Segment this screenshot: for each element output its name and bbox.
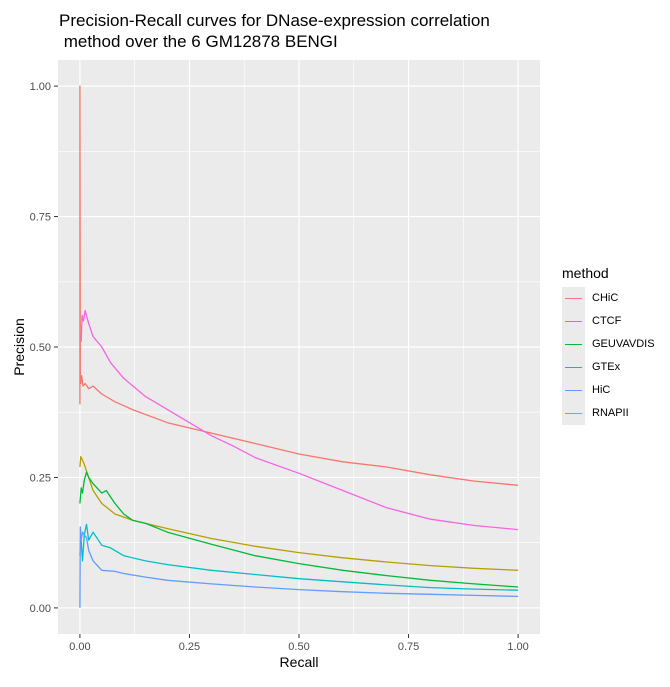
legend-item-rnapii: RNAPII [562, 402, 662, 425]
chart-title-line-1: Precision-Recall curves for DNase-expres… [59, 11, 490, 30]
y-tick-label: 0.75 [30, 212, 51, 224]
y-tick-label: 0.50 [30, 342, 51, 354]
legend-key [562, 356, 585, 379]
legend-item-chic: CHiC [562, 287, 662, 310]
x-tick-label: 0.75 [398, 641, 419, 653]
series-line-ctcf [79, 455, 519, 571]
legend-key [562, 310, 585, 333]
legend-key [562, 402, 585, 425]
legend-label: GTEx [592, 361, 621, 373]
legend-swatch [565, 390, 582, 392]
legend-item-geuvavdis: GEUVAVDIS [562, 333, 662, 356]
legend-item-hic: HiC [562, 379, 662, 402]
x-axis-label: Recall [280, 654, 319, 670]
legend-swatch [565, 321, 582, 323]
legend-swatch [565, 298, 582, 300]
legend-swatch [565, 344, 582, 346]
legend-swatch [565, 413, 582, 415]
x-tick-label: 0.50 [288, 641, 309, 653]
y-tick-label: 1.00 [30, 81, 51, 93]
x-tick-label: 1.00 [507, 641, 528, 653]
x-tick-label: 0.25 [179, 641, 200, 653]
legend-label: RNAPII [592, 407, 629, 419]
series-line-geuvavdis [79, 471, 519, 588]
series-line-rnapii [80, 309, 519, 531]
legend-key [562, 333, 585, 356]
legend-key [562, 379, 585, 402]
x-tick-label: 0.00 [69, 641, 90, 653]
legend-items: CHiC CTCF GEUVAVDIS GTEx HiC RNAPII [562, 287, 662, 425]
legend-label: HiC [592, 384, 611, 396]
y-tick-label: 0.25 [30, 472, 51, 484]
axes: 0.00 0.25 0.50 0.75 1.00 0.00 0.25 0.50 0.75 1.00 [30, 81, 529, 653]
legend: method CHiC CTCF GEUVAVDIS GTEx HiC RNAPII [562, 265, 662, 425]
legend-item-ctcf: CTCF [562, 310, 662, 333]
series-line-chic [79, 85, 519, 486]
legend-item-gtex: GTEx [562, 356, 662, 379]
legend-label: GEUVAVDIS [592, 338, 655, 350]
legend-key [562, 287, 585, 310]
y-tick-label: 0.00 [30, 603, 51, 615]
series-line-hic [79, 526, 519, 608]
series-line-gtex [79, 523, 519, 591]
chart-title-line-2: method over the 6 GM12878 BENGI [59, 32, 338, 51]
y-axis-label: Precision [11, 318, 27, 376]
legend-label: CHiC [592, 292, 619, 304]
legend-label: CTCF [592, 315, 622, 327]
legend-swatch [565, 367, 582, 369]
legend-title: method [562, 265, 609, 281]
series-lines [79, 85, 519, 608]
